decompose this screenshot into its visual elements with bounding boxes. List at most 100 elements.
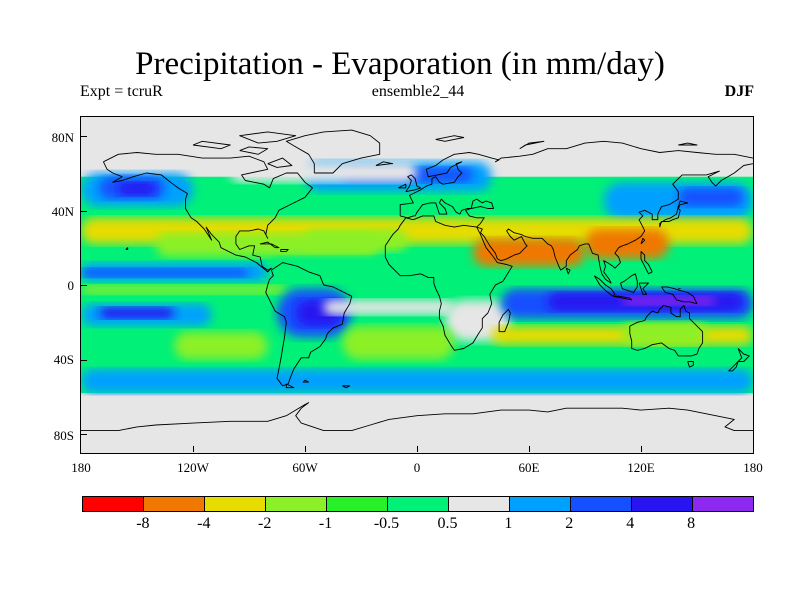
coastline: [638, 282, 649, 295]
coastline: [398, 183, 407, 189]
coastline: [302, 379, 310, 383]
coastline: [267, 157, 293, 168]
coastline: [593, 275, 616, 297]
y-tick-mark: [81, 360, 87, 361]
precip-region: [678, 187, 744, 207]
precip-region: [473, 238, 585, 267]
y-tick-mark: [81, 285, 87, 286]
coastline: [239, 131, 297, 144]
y-tick-label: 40S: [53, 352, 74, 367]
precip-region: [81, 268, 249, 278]
x-tick-label: 60E: [518, 460, 540, 475]
x-tick-label: 120E: [627, 460, 655, 475]
precip-region: [323, 299, 455, 315]
precip-region: [99, 307, 175, 319]
y-tick-label: 40N: [51, 204, 74, 219]
precip-region: [491, 326, 753, 345]
coastline: [687, 361, 694, 368]
coastline: [678, 142, 698, 146]
coastline: [640, 237, 646, 245]
precip-region: [622, 296, 716, 306]
experiment-label: Expt = tcruR: [80, 83, 163, 100]
coastline: [265, 262, 353, 387]
colorbar-swatch: [266, 497, 327, 511]
coastline: [285, 129, 381, 174]
x-tick-label: 180: [743, 460, 763, 475]
coastline: [728, 348, 750, 372]
coastline: [612, 295, 633, 301]
x-tick-label: 180: [71, 460, 91, 475]
colorbar-swatch: [632, 497, 693, 511]
colorbar-label: -2: [258, 515, 272, 532]
coastline: [640, 251, 653, 275]
x-tick-label: 0: [413, 460, 421, 475]
x-tick-mark: [193, 446, 194, 452]
x-tick-mark: [305, 446, 306, 452]
colorbar-swatch: [83, 497, 144, 511]
coastline: [280, 249, 289, 252]
precip-region: [81, 397, 753, 416]
coastline: [285, 383, 295, 389]
coastline: [400, 163, 753, 284]
coastline: [399, 140, 753, 216]
precip-region: [305, 229, 408, 252]
precip-region: [267, 257, 417, 276]
coastline: [661, 286, 698, 305]
y-tick-mark: [81, 136, 87, 137]
precip-region: [622, 322, 707, 345]
precip-region: [174, 331, 268, 360]
x-tick-label: 120W: [177, 460, 209, 475]
precip-region: [342, 326, 455, 360]
coastline: [629, 305, 704, 357]
precip-region: [81, 285, 287, 295]
x-tick-mark: [641, 446, 642, 452]
precip-region: [81, 425, 753, 439]
colorbar-swatch: [693, 497, 753, 511]
x-tick-mark: [417, 446, 418, 452]
coastline: [659, 200, 689, 228]
colorbar-swatch: [327, 497, 388, 511]
x-tick-mark: [529, 446, 530, 452]
colorbar-label: 4: [626, 515, 635, 532]
y-tick-label: 80N: [51, 130, 74, 145]
colorbar-swatch: [205, 497, 266, 511]
precip-region: [230, 161, 417, 183]
coastline: [375, 161, 394, 166]
coastline: [81, 402, 753, 432]
colorbar: [82, 496, 754, 512]
coastline: [192, 140, 231, 150]
colorbar-label: 1: [504, 515, 513, 532]
coastline: [519, 140, 545, 150]
y-tick-mark: [81, 211, 87, 212]
colorbar-swatch: [449, 497, 510, 511]
coastline: [259, 241, 280, 249]
coastline: [342, 385, 351, 389]
colorbar-swatch: [144, 497, 205, 511]
colorbar-label: -1: [318, 515, 333, 532]
coastline: [565, 267, 571, 275]
x-tick-label: 60W: [292, 460, 318, 475]
coastline: [384, 215, 513, 351]
colorbar-label: 0.5: [437, 515, 458, 532]
coastline-layer: [81, 129, 753, 432]
coastline: [239, 146, 269, 155]
y-tick-label: 0: [67, 278, 75, 293]
season-label: DJF: [724, 83, 754, 100]
map-panel: [81, 117, 753, 453]
precipitation-field-layer: [81, 117, 753, 453]
colorbar-swatch: [388, 497, 449, 511]
ensemble-label: ensemble2_44: [371, 83, 465, 100]
colorbar-label: -8: [136, 515, 150, 532]
page-title: Precipitation - Evaporation (in mm/day): [135, 46, 665, 82]
colorbar-label: -4: [197, 515, 211, 532]
colorbar-label: 8: [687, 515, 696, 532]
precip-region: [118, 182, 156, 196]
colorbar-swatch: [571, 497, 632, 511]
coastline: [435, 135, 465, 142]
coastline: [405, 174, 422, 193]
precip-region: [81, 369, 753, 394]
colorbar-label: 2: [565, 515, 574, 532]
y-tick-label: 80S: [53, 428, 74, 443]
coastline: [102, 152, 313, 273]
coastline: [620, 273, 638, 293]
